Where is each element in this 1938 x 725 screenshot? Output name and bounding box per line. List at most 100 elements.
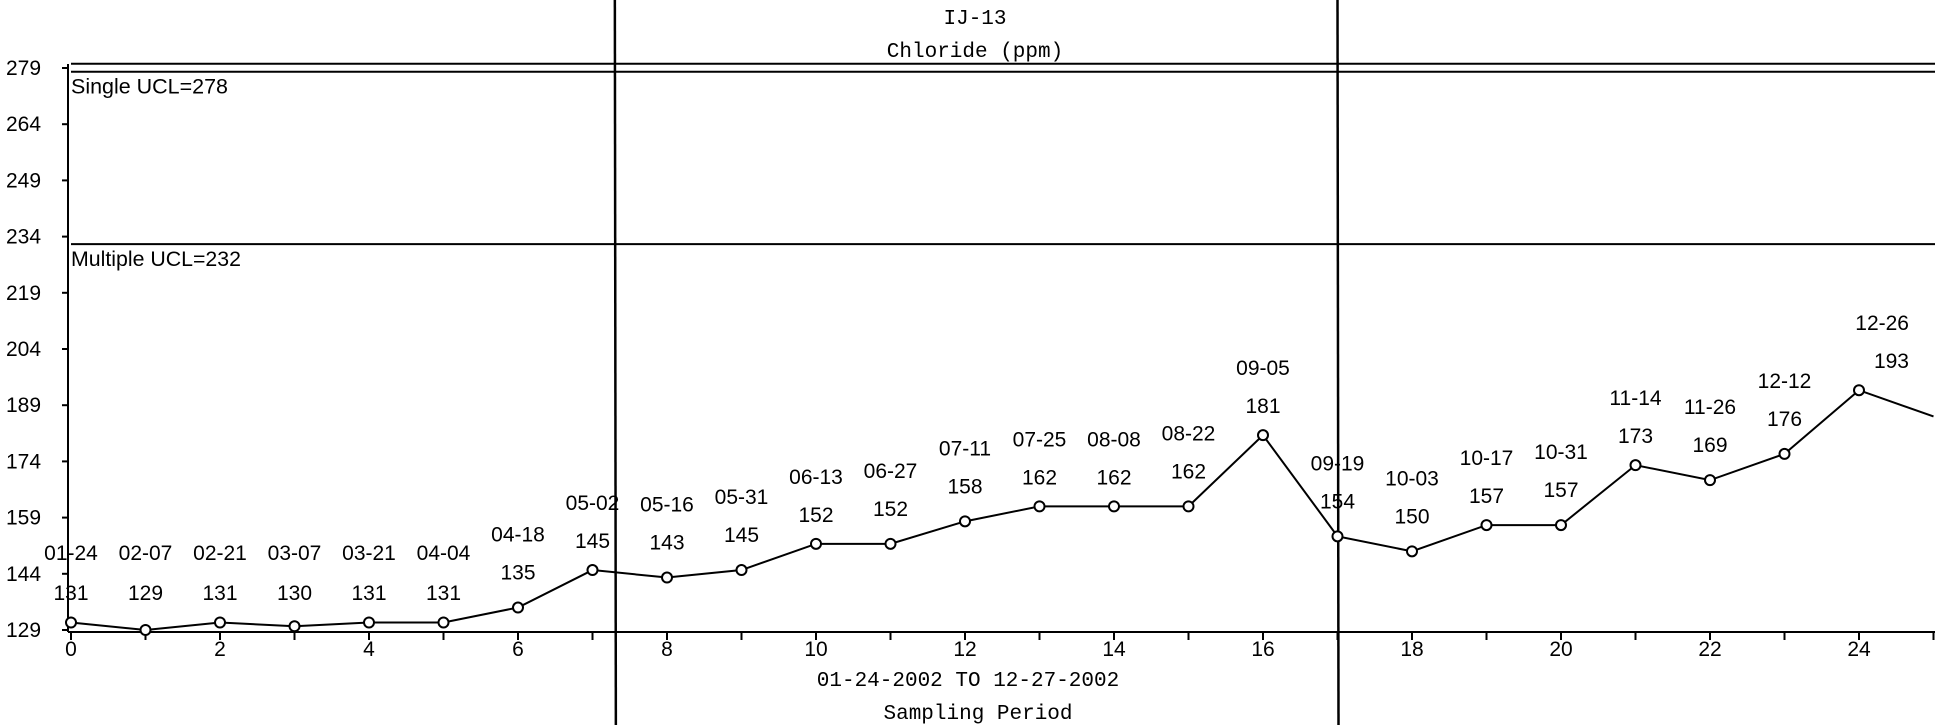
point-value-label: 162 — [1171, 460, 1206, 483]
y-tick-label: 249 — [6, 169, 41, 192]
point-date-label: 09-05 — [1236, 357, 1290, 380]
point-date-label: 12-12 — [1758, 370, 1812, 393]
point-value-label: 131 — [202, 582, 237, 605]
x-tick-label: 2 — [214, 638, 226, 661]
point-value-label: 131 — [351, 582, 386, 605]
x-tick-label: 4 — [363, 638, 375, 661]
point-date-label: 04-18 — [491, 524, 545, 547]
data-point — [512, 601, 524, 614]
point-value-label: 176 — [1767, 408, 1802, 431]
point-date-label: 02-21 — [193, 542, 247, 565]
x-tick-label: 0 — [65, 638, 77, 661]
point-date-label: 10-31 — [1534, 441, 1588, 464]
x-tick-label: 20 — [1549, 638, 1572, 661]
point-value-label: 157 — [1543, 479, 1578, 502]
x-tick-label: 6 — [512, 638, 524, 661]
phase-divider-line — [613, 0, 618, 725]
y-tick-label: 189 — [6, 394, 41, 417]
data-point — [1406, 545, 1418, 558]
x-tick-label: 8 — [661, 638, 673, 661]
control-limits: Single UCL=278 Multiple UCL=232 — [71, 62, 1935, 271]
point-value-label: 169 — [1692, 434, 1727, 457]
data-point — [884, 537, 897, 550]
point-date-label: 05-31 — [715, 486, 769, 509]
point-value-label: 181 — [1245, 395, 1280, 418]
data-point — [437, 616, 450, 629]
data-point — [1182, 500, 1195, 513]
point-value-label: 150 — [1394, 505, 1429, 528]
point-date-label: 01-24 — [44, 542, 98, 565]
date-range-label: 01-24-2002 TO 12-27-2002 — [817, 670, 1119, 693]
data-point — [1629, 459, 1642, 472]
point-date-label: 05-16 — [640, 494, 694, 517]
point-date-label: 02-07 — [119, 542, 173, 565]
x-tick-label: 14 — [1102, 638, 1126, 661]
x-axis: 0 2 4 6 8 10 12 14 16 18 20 22 24 — [65, 631, 1935, 661]
x-tick-label: 24 — [1847, 638, 1871, 661]
x-tick-label: 12 — [953, 638, 976, 661]
point-date-label: 06-13 — [789, 466, 843, 489]
point-date-label: 12-26 — [1855, 312, 1909, 335]
point-value-label: 152 — [798, 504, 833, 527]
data-point — [139, 624, 152, 636]
point-value-label: 162 — [1096, 466, 1131, 489]
series-line — [70, 389, 1934, 632]
y-tick-label: 174 — [6, 450, 41, 473]
data-point — [1331, 530, 1344, 543]
point-value-label: 162 — [1022, 466, 1057, 489]
point-date-label: 03-07 — [268, 542, 322, 565]
y-tick-label: 144 — [6, 563, 41, 586]
y-tick-label: 234 — [6, 226, 41, 249]
point-date-label: 04-04 — [417, 542, 471, 565]
point-value-label: 152 — [873, 498, 908, 521]
x-tick-label: 10 — [804, 638, 827, 661]
x-tick-label: 22 — [1698, 638, 1721, 661]
data-point — [363, 616, 375, 629]
data-point — [1704, 474, 1716, 487]
data-point — [1778, 447, 1791, 460]
point-date-label: 07-25 — [1013, 428, 1067, 451]
ucl-label: Single UCL=278 — [71, 76, 228, 99]
data-point — [288, 620, 301, 633]
phase-divider-line — [1336, 0, 1340, 725]
point-date-label: 09-19 — [1311, 452, 1365, 475]
point-date-label: 06-27 — [864, 460, 918, 483]
point-date-label: 08-08 — [1087, 428, 1141, 451]
point-value-label: 130 — [277, 582, 312, 605]
point-value-label: 145 — [724, 524, 759, 547]
point-value-label: 173 — [1618, 425, 1653, 448]
x-axis-label: Sampling Period — [883, 703, 1072, 725]
data-point — [661, 571, 673, 584]
point-date-label: 03-21 — [342, 542, 396, 565]
point-value-label: 157 — [1469, 485, 1504, 508]
point-date-label: 10-17 — [1460, 447, 1514, 470]
y-tick-label: 264 — [6, 113, 41, 136]
data-point — [1033, 500, 1046, 513]
chart-title: IJ-13 — [943, 8, 1006, 31]
data-point — [1480, 519, 1493, 532]
point-date-label: 07-11 — [939, 437, 991, 460]
point-value-label: 193 — [1874, 350, 1909, 373]
y-tick-label: 204 — [6, 338, 41, 361]
data-point — [1555, 519, 1567, 532]
point-date-label: 08-22 — [1162, 422, 1216, 445]
point-value-label: 154 — [1320, 490, 1355, 513]
data-point — [735, 564, 748, 577]
phase-dividers — [613, 0, 1340, 725]
point-value-label: 131 — [53, 582, 88, 605]
data-point — [1853, 384, 1865, 397]
point-value-label: 135 — [500, 562, 535, 585]
point-date-label: 10-03 — [1385, 467, 1439, 490]
point-value-label: 131 — [426, 582, 461, 605]
ucl-label: Multiple UCL=232 — [71, 248, 241, 271]
data-point — [65, 616, 77, 629]
point-date-label: 05-02 — [566, 492, 620, 515]
point-labels: 131 01-24 129 02-07 131 02-21 130 03-07 131 03-21… — [44, 312, 1909, 605]
point-date-label: 11-14 — [1609, 387, 1661, 410]
point-value-label: 145 — [575, 530, 610, 553]
point-date-label: 11-26 — [1684, 396, 1736, 419]
chart-subtitle: Chloride (ppm) — [887, 41, 1063, 64]
y-tick-label: 159 — [6, 507, 41, 530]
data-point — [959, 515, 971, 528]
